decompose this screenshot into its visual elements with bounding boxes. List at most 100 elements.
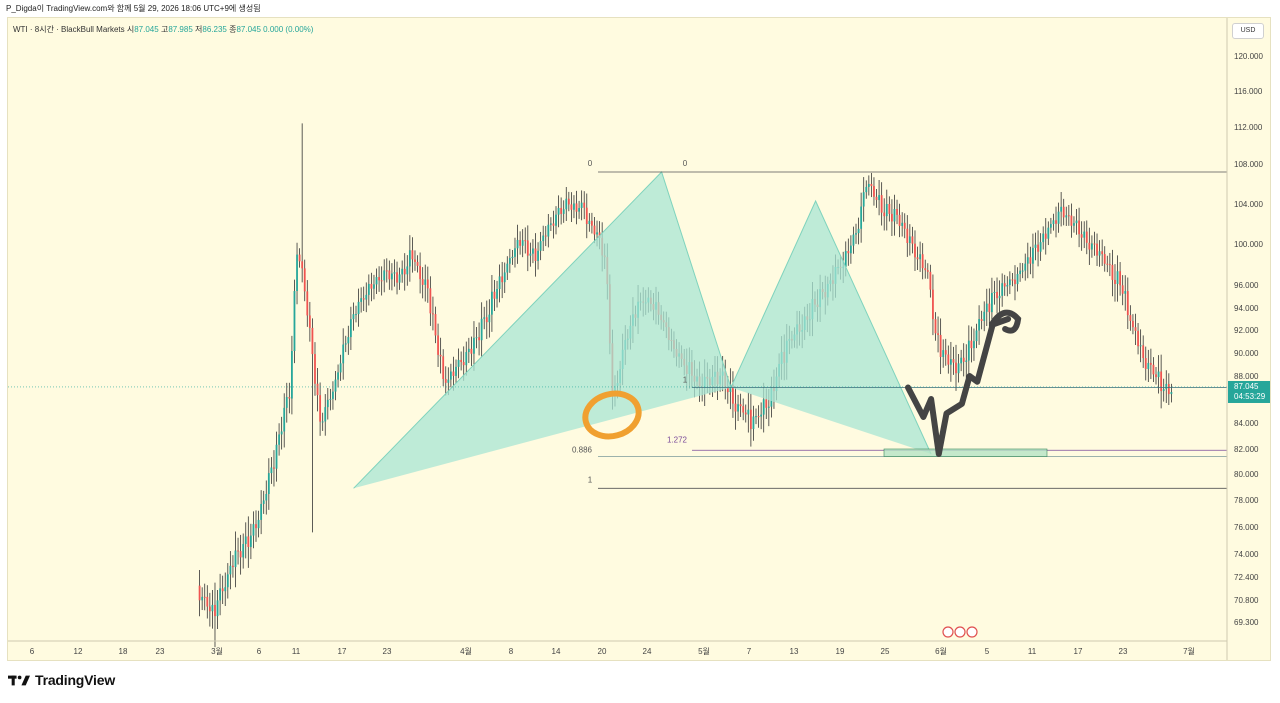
candle-body	[947, 354, 950, 365]
candle	[475, 326, 478, 349]
candle-body	[403, 268, 406, 275]
candle	[252, 511, 255, 549]
candle-body	[1044, 233, 1047, 239]
candle	[406, 255, 409, 286]
candle-body	[583, 202, 586, 208]
low-value: 86.235	[202, 25, 227, 34]
candle-body	[1052, 220, 1055, 225]
candle	[852, 226, 855, 254]
candle-body	[478, 337, 480, 341]
candle-body	[960, 357, 963, 364]
low-label: 저	[195, 25, 203, 34]
candle-body	[306, 291, 309, 316]
candle	[1029, 246, 1032, 275]
candle	[534, 233, 537, 277]
candle	[473, 321, 475, 371]
candle-body	[1078, 220, 1080, 235]
candle-body	[270, 467, 273, 474]
time-tick-label: 13	[790, 647, 799, 656]
candle	[865, 180, 868, 199]
candle	[347, 325, 350, 355]
candle-body	[347, 337, 350, 344]
candle	[1149, 348, 1152, 380]
candle	[237, 537, 239, 565]
candle-body	[1060, 206, 1063, 212]
candle-body	[852, 234, 855, 246]
candle-body	[280, 431, 283, 435]
candle-body	[488, 314, 491, 323]
candle	[344, 335, 347, 353]
candle-body	[262, 500, 265, 504]
candle-body	[321, 421, 324, 423]
candle-body	[216, 600, 219, 617]
candle-body	[514, 248, 516, 257]
candle-body	[1085, 231, 1088, 243]
orange-highlight-circle	[582, 390, 642, 440]
candle	[283, 393, 286, 448]
candle	[555, 206, 557, 235]
candle-body	[326, 399, 329, 408]
candle	[375, 268, 378, 294]
candle	[1008, 271, 1011, 295]
candle-body	[880, 195, 883, 213]
price-tick-label: 96.000	[1234, 281, 1259, 290]
candle	[747, 392, 750, 433]
candle	[1126, 277, 1129, 330]
candle	[1060, 192, 1063, 227]
candle	[460, 351, 463, 371]
candle	[339, 354, 342, 381]
candle	[1052, 213, 1055, 231]
candle-body	[1019, 270, 1022, 275]
candle	[232, 555, 234, 578]
candle-body	[562, 209, 565, 214]
candle-body	[398, 274, 401, 283]
candle-body	[424, 279, 427, 285]
candle-body	[1121, 285, 1124, 294]
candle-body	[726, 387, 729, 393]
candle-body	[483, 317, 486, 319]
time-tick-label: 7월	[1183, 646, 1195, 656]
candle-body	[985, 303, 988, 312]
candle-body	[557, 207, 560, 215]
candle-body	[573, 203, 575, 210]
candle-body	[1047, 227, 1050, 239]
candle	[362, 286, 365, 312]
candle-body	[1067, 215, 1070, 217]
candle-body	[434, 314, 437, 336]
candle	[1155, 366, 1157, 385]
candle-body	[867, 183, 870, 187]
candle	[278, 423, 280, 456]
candle	[1137, 323, 1139, 355]
candle-body	[988, 303, 991, 313]
candle	[888, 196, 891, 222]
candle	[1037, 230, 1039, 267]
candle-body	[1049, 224, 1052, 228]
economic-event-icon	[954, 626, 966, 638]
candle-body	[283, 407, 286, 432]
candle-body	[278, 434, 280, 445]
candle	[367, 274, 370, 306]
candle-body	[275, 444, 278, 469]
candle	[1078, 207, 1080, 248]
candle-body	[1091, 243, 1093, 250]
candle-body	[249, 535, 252, 547]
candle	[1165, 370, 1168, 404]
candle	[1049, 217, 1052, 234]
currency-button[interactable]: USD	[1232, 23, 1264, 39]
candle-body	[847, 250, 850, 254]
time-tick-label: 6월	[935, 646, 947, 656]
candle	[973, 328, 975, 361]
candle	[757, 405, 760, 428]
candle-body	[470, 348, 473, 354]
candle-body	[1088, 242, 1091, 250]
candle	[201, 587, 204, 611]
candle-body	[970, 340, 973, 349]
candle	[308, 301, 311, 342]
candle-body	[919, 254, 922, 260]
candle-body	[1119, 271, 1122, 286]
candle-body	[1160, 371, 1163, 392]
candle-body	[242, 543, 245, 558]
candle-body	[555, 214, 557, 226]
